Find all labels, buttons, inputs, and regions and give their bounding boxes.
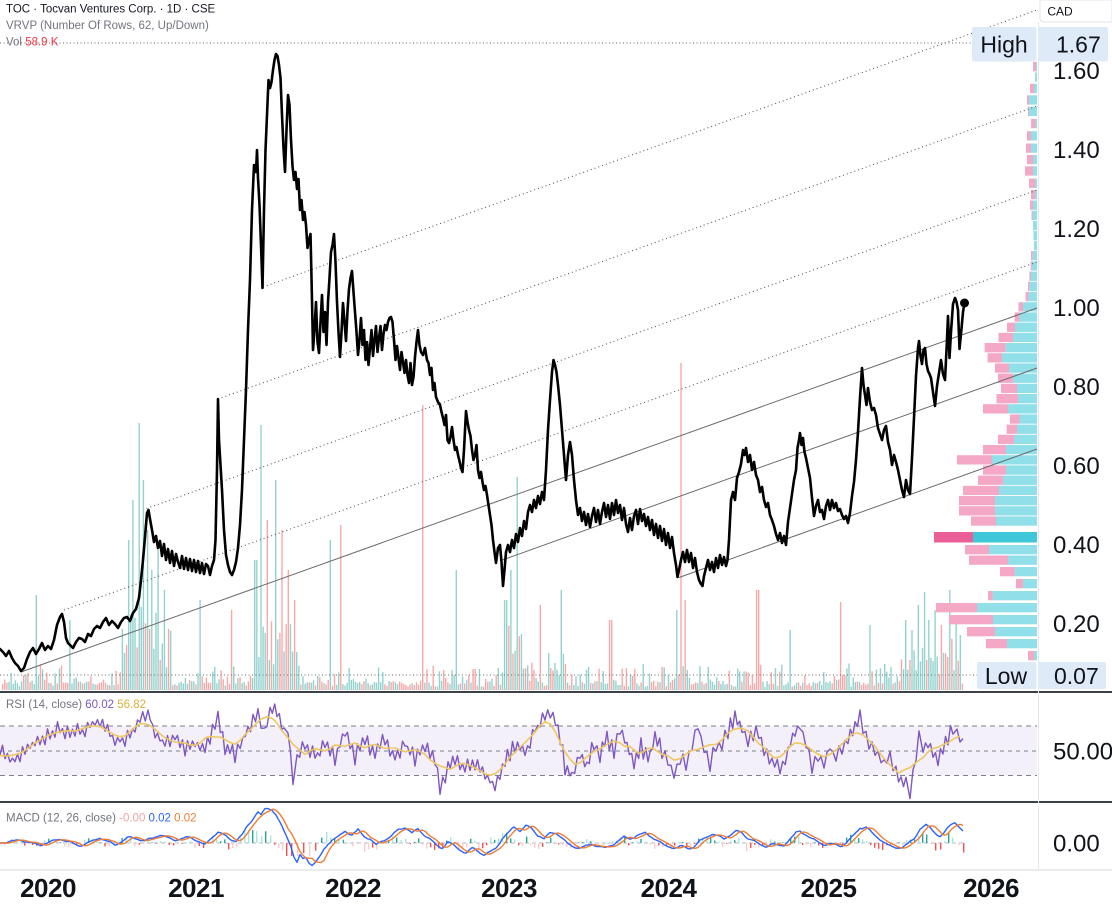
svg-text:RSI (14, close) 60.02 56.82: RSI (14, close) 60.02 56.82 xyxy=(6,699,146,711)
svg-text:CAD: CAD xyxy=(1047,5,1073,19)
svg-text:2025: 2025 xyxy=(801,873,857,903)
svg-text:2026: 2026 xyxy=(963,873,1019,903)
svg-text:50.00: 50.00 xyxy=(1053,739,1112,766)
svg-text:0.60: 0.60 xyxy=(1053,453,1100,480)
svg-text:TOC · Tocvan Ventures Corp. ·: TOC · Tocvan Ventures Corp. · 1D · CSE xyxy=(6,4,216,16)
svg-text:2020: 2020 xyxy=(20,873,76,903)
svg-text:Vol 58.9 K: Vol 58.9 K xyxy=(6,37,59,49)
svg-text:1.00: 1.00 xyxy=(1053,295,1100,322)
svg-text:0.40: 0.40 xyxy=(1053,532,1100,559)
svg-text:1.60: 1.60 xyxy=(1053,58,1100,85)
svg-text:MACD (12, 26, close) -0.00 0.0: MACD (12, 26, close) -0.00 0.02 0.02 xyxy=(6,813,197,825)
svg-text:1.67: 1.67 xyxy=(1056,32,1101,58)
svg-text:2021: 2021 xyxy=(168,873,224,903)
svg-text:Low: Low xyxy=(985,663,1028,689)
svg-text:0.07: 0.07 xyxy=(1054,663,1099,689)
svg-text:2022: 2022 xyxy=(325,873,381,903)
svg-text:0.20: 0.20 xyxy=(1053,611,1100,638)
svg-text:0.80: 0.80 xyxy=(1053,374,1100,401)
svg-text:0.00: 0.00 xyxy=(1053,831,1100,858)
svg-text:2024: 2024 xyxy=(641,873,698,903)
svg-text:2023: 2023 xyxy=(481,873,537,903)
svg-text:VRVP (Number Of Rows, 62, Up/D: VRVP (Number Of Rows, 62, Up/Down) xyxy=(6,20,209,32)
svg-text:1.40: 1.40 xyxy=(1053,137,1100,164)
svg-text:1.20: 1.20 xyxy=(1053,216,1100,243)
svg-text:High: High xyxy=(980,32,1027,58)
